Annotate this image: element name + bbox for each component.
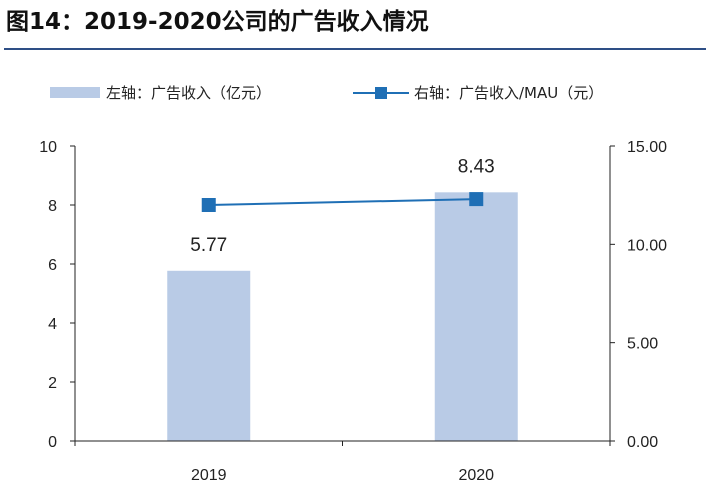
line-point-2019 — [201, 198, 216, 212]
x-tick-label-2020: 2020 — [458, 467, 494, 484]
line-series — [208, 198, 477, 206]
left-tick-label: 2 — [48, 375, 57, 392]
line-point-2020 — [469, 192, 484, 207]
legend-bar-swatch — [50, 87, 100, 98]
left-tick-label: 8 — [48, 198, 57, 215]
bar-2020 — [434, 192, 518, 441]
chart-title: 图14：2019-2020公司的广告收入情况 — [6, 9, 429, 35]
left-tick-label: 6 — [48, 257, 57, 274]
x-tick-label-2019: 2019 — [191, 467, 227, 484]
title-underline — [4, 48, 706, 50]
bar-data-label-2020: 8.43 — [458, 156, 495, 177]
right-tick-label: 15.00 — [627, 139, 667, 156]
legend-line-marker — [375, 87, 387, 99]
left-tick-label: 0 — [48, 434, 57, 451]
legend: 左轴：广告收入（亿元） 右轴：广告收入/MAU（元） — [50, 84, 603, 102]
right-tick-label: 0.00 — [627, 434, 658, 451]
bar-data-label-2019: 5.77 — [190, 235, 227, 256]
bar-2019 — [167, 270, 251, 441]
legend-line-label: 右轴：广告收入/MAU（元） — [414, 84, 603, 102]
left-tick-label: 10 — [39, 139, 57, 156]
right-tick-label: 10.00 — [627, 237, 667, 254]
left-tick-label: 4 — [48, 316, 57, 333]
legend-bar-label: 左轴：广告收入（亿元） — [106, 84, 271, 102]
right-tick-label: 5.00 — [627, 336, 658, 353]
